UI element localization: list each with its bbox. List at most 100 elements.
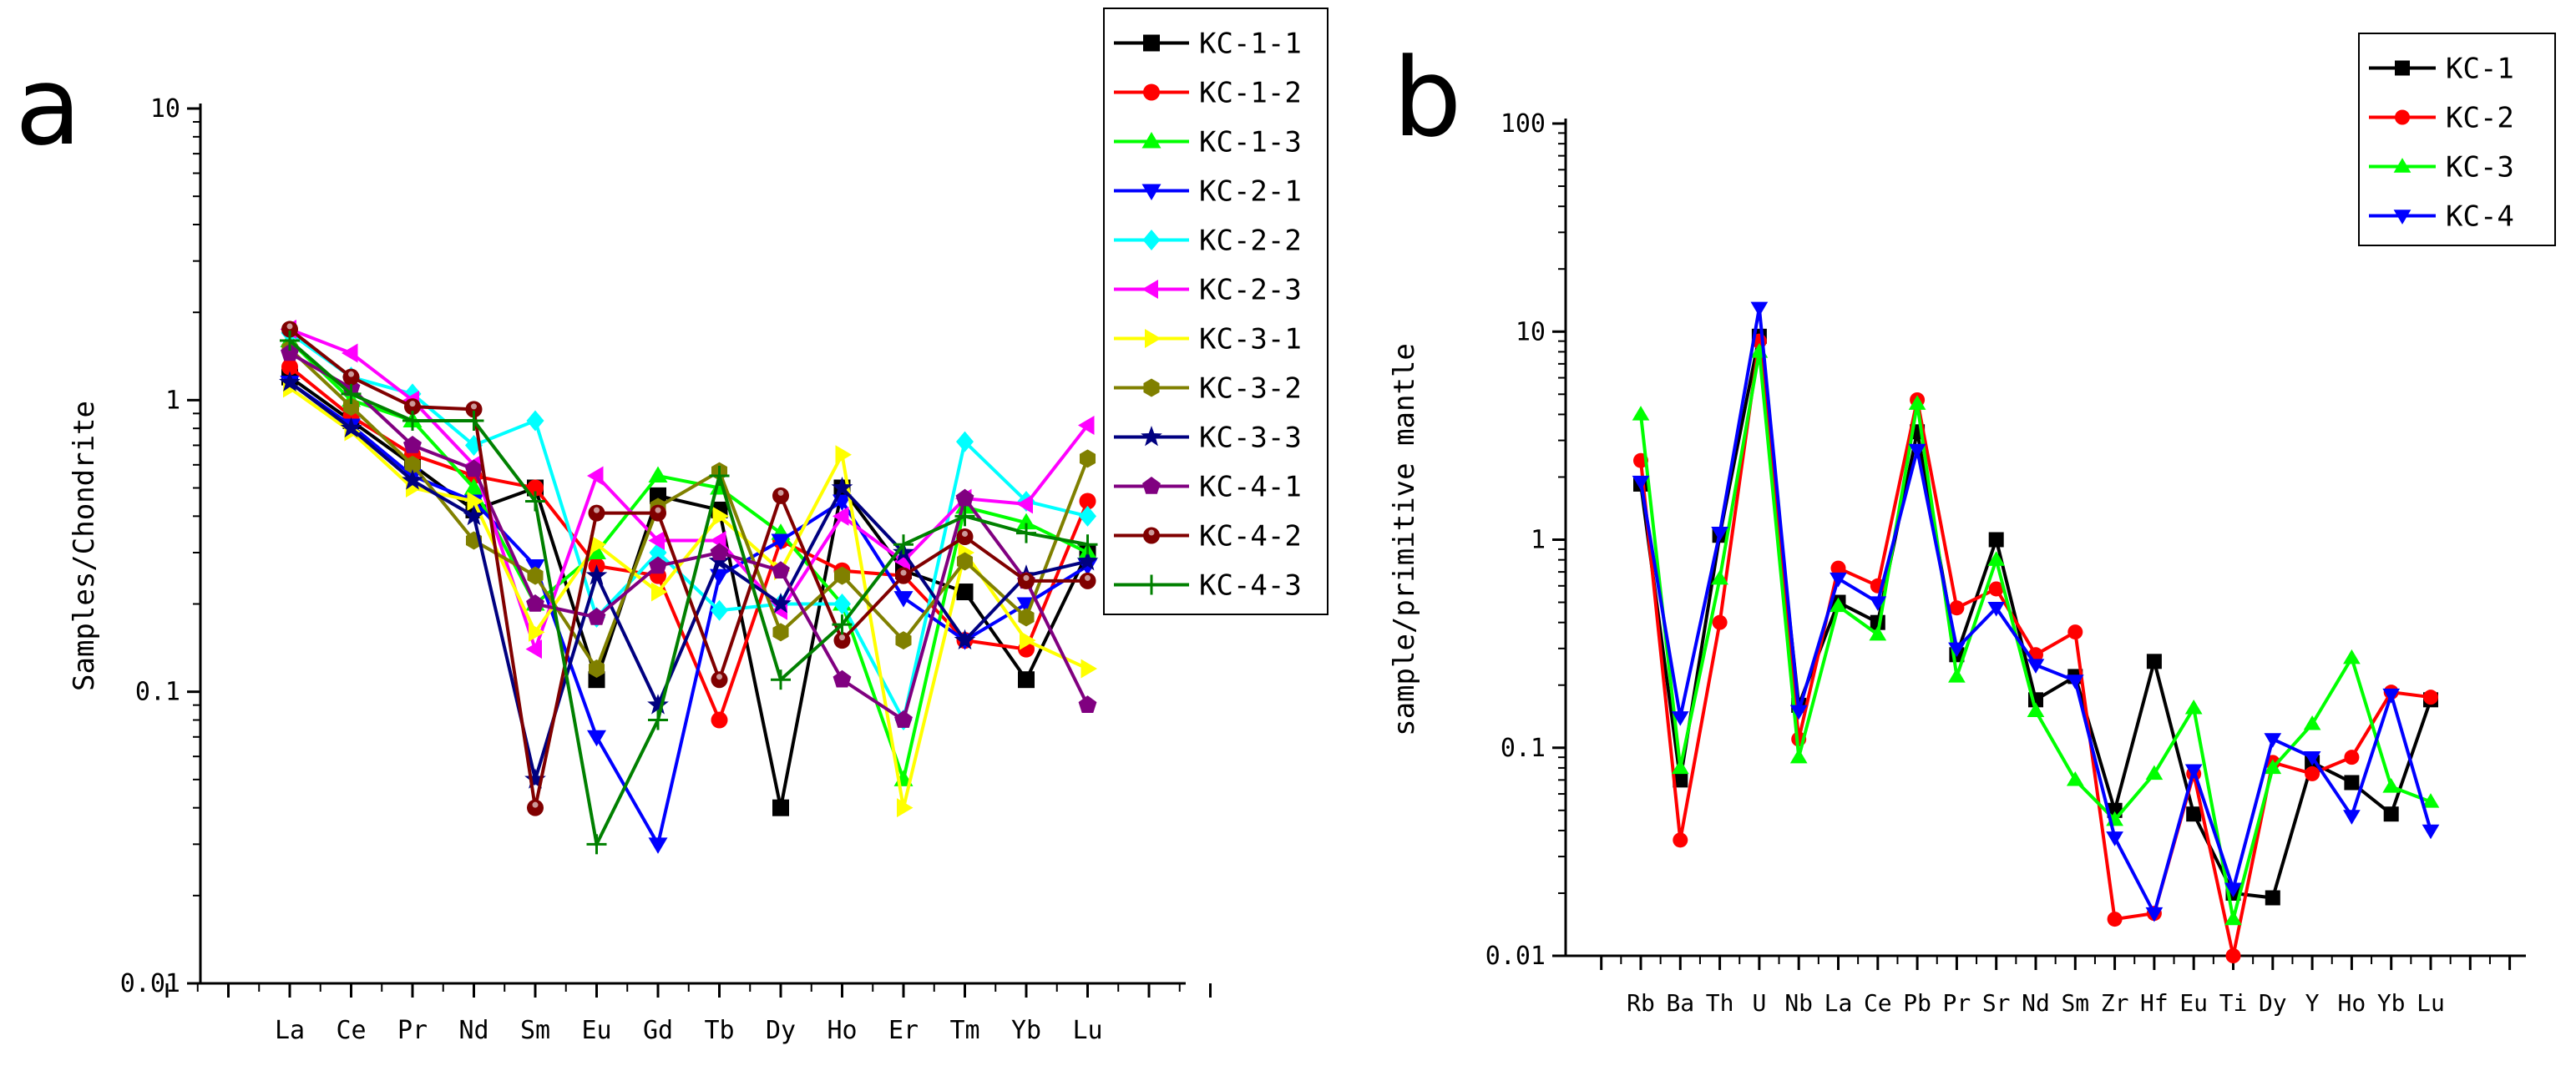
panel-b-line-kc-3 [1639,351,2432,920]
panel-b-point-kc-4-pr [1948,642,1966,658]
panel-a-point-kc-1-1-eu [588,671,605,689]
panel-a-point-kc-4-1-dy [772,561,790,579]
panel-a-series-kc-4-3 [280,331,1098,855]
panel-b-point-kc-3-pr [1948,668,1966,683]
panel-a-x-tick-label-tm: Tm [949,1016,979,1045]
panel-a-legend-box [1103,8,1328,615]
panel-a-point-kc-2-2-sm [526,410,544,432]
panel-b-x-tick-label-rb: Rb [1627,989,1655,1017]
panel-a-legend-marker-kc-2-1 [1141,184,1161,200]
panel-a-x-tick-label-nd: Nd [458,1016,488,1045]
panel-b-x-tick-label-zr: Zr [2101,989,2129,1017]
panel-a-point-kc-3-3-gd [647,694,669,715]
panel-a-point-kc-3-3-tm [954,629,976,650]
panel-b-point-kc-3-lu [2422,793,2440,808]
panel-a-point-kc-1-2-lu [1079,493,1096,510]
panel-b-point-kc-2-th [1712,614,1728,630]
panel-b-x-tick-label-u: U [1752,989,1766,1017]
panel-b-point-kc-4-sr [1987,602,2006,617]
panel-b-point-kc-3-yb [2382,778,2401,793]
panel-b-legend-entry-kc-3: KC-3 [2369,151,2514,184]
panel-a-point-kc-2-3-sm [525,639,542,659]
panel-a-x-tick-label-lu: Lu [1072,1016,1102,1045]
panel-a-point-kc-4-2-eu [588,504,605,522]
panel-a-point-kc-3-1-yb [1020,630,1036,650]
panel-a-point-kc-4-3-gd [648,710,668,730]
panel-b-point-kc-2-la [1830,560,1846,576]
panel-a-point-kc-4-2-nd [465,401,483,418]
panel-a-y-axis-label: Samples/Chondrite [68,401,101,691]
panel-a-legend-marker-kc-3-3 [1141,426,1162,447]
panel-b-legend-marker-kc-1 [2395,60,2410,76]
panel-b-legend-label-kc-1: KC-1 [2446,53,2514,86]
panel-b-y-tick-label: 0.01 [1485,942,1546,971]
panel-b-y-tick-label: 0.1 [1501,734,1546,763]
panel-a-point-kc-4-1-la [281,343,299,361]
panel-a-point-kc-3-3-dy [770,593,792,614]
panel-b-x-tick-label-sr: Sr [1982,989,2011,1017]
panel-b-point-kc-2-lu [2423,690,2438,705]
panel-a-legend-marker-kc-3-1 [1145,329,1161,348]
panel-a-point-kc-1-1-dy [772,799,789,816]
panel-a-point-kc-4-1-er [894,710,913,728]
panel-b-series-kc-2 [1633,333,2438,963]
panel-b-point-kc-1-ba [1673,772,1688,788]
panel-a-legend-entry-kc-2-1: KC-2-1 [1114,175,1302,209]
panel-b-legend-label-kc-3: KC-3 [2446,151,2514,184]
panel-a-point-kc-3-1-ho [835,445,852,465]
panel-a-point-kc-3-2-eu [588,659,605,679]
panel-a-point-kc-2-1-eu [587,730,606,747]
panel-a-point-kc-3-3-pr [402,469,423,490]
panel-b-point-kc-2-sr [1988,581,2004,597]
panel-b-point-kc-4-hf [2145,907,2164,922]
panel-b-point-kc-4-eu [2184,764,2203,779]
panel-a-point-kc-2-1-dy [771,533,791,551]
panel-b-y-tick-label: 10 [1516,317,1546,346]
panel-a-legend-label-kc-1-2: KC-1-2 [1199,77,1302,110]
panel-a-point-kc-3-3-eu [585,564,608,585]
panel-b-point-kc-3-sr [1987,551,2006,566]
panel-b-point-kc-2-zr [2107,912,2123,927]
panel-b-point-kc-1-ho [2344,775,2360,791]
panel-a-x-tick-label-dy: Dy [766,1016,796,1045]
panel-b-point-kc-4-ba [1671,711,1689,726]
panel-b-x-tick-label-lu: Lu [2417,989,2445,1017]
panel-a-point-kc-4-2-sm [527,799,544,816]
panel-a-point-kc-4-1-pr [403,435,422,453]
panel-a-x-tick-label-ce: Ce [336,1016,366,1045]
panel-a-y-tick-label: 0.1 [135,678,180,707]
panel-a-point-kc-1-1-gd [650,487,666,504]
panel-a-point-kc-2-1-er [893,591,913,608]
panel-b-point-kc-4-y [2303,750,2321,766]
panel-a-point-kc-3-2-yb [1018,608,1035,627]
panel-b-point-kc-3-y [2303,715,2321,730]
panel-a-point-kc-3-2-tm [956,552,974,571]
panel-b-series-kc-3 [1632,343,2440,926]
panel-b-point-kc-4-ho [2343,810,2361,825]
panel-b-series-kc-1 [1633,328,2438,906]
panel-a-legend-marker-kc-1-3 [1141,132,1161,149]
panel-b-y-tick-label: 100 [1501,109,1546,139]
panel-a-point-kc-1-1-yb [1018,671,1035,689]
panel-a-series-kc-2-2 [281,322,1096,731]
panel-a-point-kc-4-1-sm [526,594,544,612]
panel-a-point-kc-1-2-la [281,358,298,376]
panel-a-point-kc-4-2-lu [1079,572,1096,589]
panel-a-legend-label-kc-4-2: KC-4-2 [1199,520,1302,553]
panel-a-point-kc-4-1-nd [464,459,483,477]
panel-a-point-kc-4-2-dy [772,487,789,504]
panel-b-x-tick-label-y: Y [2305,989,2320,1017]
panel-a-point-kc-2-3-eu [587,466,604,486]
panel-b-point-kc-4-ce [1869,596,1887,611]
panel-a-point-kc-2-3-yb [1016,494,1033,514]
panel-b-label: b [1393,34,1462,161]
panel-b-x-tick-label-ti: Ti [2219,989,2248,1017]
panel-b-point-kc-1-yb [2383,806,2399,822]
panel-a-legend-label-kc-4-1: KC-4-1 [1199,471,1302,504]
panel-b-point-kc-3-nd [2027,702,2045,718]
panel-a-legend-entry-kc-1-2: KC-1-2 [1114,77,1302,110]
panel-b-x-tick-label-ho: Ho [2338,989,2366,1017]
panel-a-line-kc-1-3 [288,339,1089,786]
panel-b-point-kc-1-sr [1988,532,2004,548]
panel-a-point-kc-4-3-tb [709,466,730,487]
